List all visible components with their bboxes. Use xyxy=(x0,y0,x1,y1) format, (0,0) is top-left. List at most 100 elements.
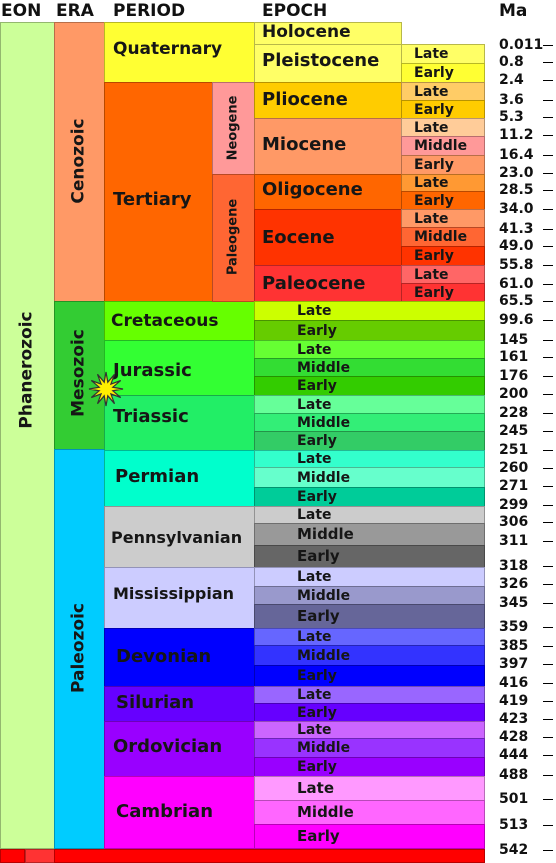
ma-tick-mark xyxy=(543,357,553,358)
ma-tick-mark xyxy=(543,246,553,247)
epoch-label-pliocene: Pliocene xyxy=(262,89,348,110)
subepoch-label: Middle xyxy=(297,740,351,756)
subepoch-label: Early xyxy=(297,827,340,845)
epoch-label-paleocene: Paleocene xyxy=(262,273,366,294)
subepoch-label: Early xyxy=(297,547,340,565)
period-cretaceous xyxy=(104,301,255,341)
ma-tick-mark xyxy=(543,190,553,191)
ma-tick-mark xyxy=(543,646,553,647)
ma-tick-mark xyxy=(543,320,553,321)
ma-tick-label: 501 xyxy=(499,791,529,807)
ma-tick-label: 65.5 xyxy=(499,293,534,309)
subepoch-label: Middle xyxy=(297,359,351,376)
era-label-paleozoic: Paleozoic xyxy=(68,603,89,693)
period-label-triassic: Triassic xyxy=(113,406,189,427)
subepoch-middle xyxy=(254,586,485,605)
ma-tick-label: 99.6 xyxy=(499,312,534,328)
ma-tick-label: 542 xyxy=(499,842,529,858)
subepoch-label: Middle xyxy=(414,229,468,245)
subepoch-late xyxy=(254,450,485,468)
ma-tick-mark xyxy=(543,737,553,738)
bottom-band-mid xyxy=(25,849,55,863)
subepoch-early xyxy=(254,757,485,777)
subepoch-early xyxy=(254,487,485,507)
era-cenozoic xyxy=(54,22,105,302)
impact-star-shape xyxy=(88,371,124,407)
subepoch-label: Middle xyxy=(414,138,468,154)
ma-tick-label: 23.0 xyxy=(499,165,534,181)
ma-tick-label: 41.3 xyxy=(499,221,534,237)
subepoch-label: Late xyxy=(297,629,332,645)
subepoch-early xyxy=(254,376,485,396)
ma-tick-label: 385 xyxy=(499,638,529,654)
subepoch-middle xyxy=(254,645,485,666)
subepoch-label: Late xyxy=(414,119,449,136)
ma-tick-label: 318 xyxy=(499,558,529,574)
ma-tick-label: 260 xyxy=(499,460,529,476)
period-ordovician xyxy=(104,721,255,777)
subepoch-label: Late xyxy=(297,569,332,585)
ma-tick-mark xyxy=(543,541,553,542)
subepoch-label: Late xyxy=(297,687,332,703)
period-cambrian xyxy=(104,776,255,849)
eon-label-phanerozoic: Phanerozoic xyxy=(16,311,37,429)
subepoch-label: Late xyxy=(414,46,449,62)
subepoch-late xyxy=(254,301,485,321)
subepoch-late xyxy=(254,776,485,801)
epoch-eocene xyxy=(254,209,402,266)
ma-tick-mark xyxy=(543,486,553,487)
subepoch-late xyxy=(254,721,485,739)
subepoch-early xyxy=(254,604,485,629)
subepoch-early xyxy=(254,320,485,341)
ma-tick-mark xyxy=(543,62,553,63)
ma-tick-mark xyxy=(543,155,553,156)
ma-tick-label: 423 xyxy=(499,711,529,727)
ma-tick-mark xyxy=(543,450,553,451)
ma-tick-label: 161 xyxy=(499,349,529,365)
subepoch-label: Early xyxy=(414,192,454,209)
subepoch-late xyxy=(254,628,485,646)
subepoch-label: Early xyxy=(297,378,337,394)
ma-tick-label: 34.0 xyxy=(499,201,534,217)
ma-tick-mark xyxy=(543,209,553,210)
ma-tick-label: 306 xyxy=(499,514,529,530)
ma-tick-label: 200 xyxy=(499,386,529,402)
subepoch-label: Late xyxy=(414,210,449,227)
ma-tick-label: 145 xyxy=(499,332,529,348)
period-label-pennsylvanian: Pennsylvanian xyxy=(111,528,243,547)
ma-tick-mark xyxy=(543,799,553,800)
era-label-mesozoic: Mesozoic xyxy=(68,329,89,417)
period-label-permian: Permian xyxy=(115,466,200,487)
ma-tick-label: 245 xyxy=(499,423,529,439)
epoch-label-eocene: Eocene xyxy=(262,227,335,248)
subepoch-label: Early xyxy=(414,65,454,81)
period-label-tertiary: Tertiary xyxy=(113,189,192,210)
subepoch-late xyxy=(254,395,485,414)
ma-tick-mark xyxy=(543,825,553,826)
ma-tick-label: 419 xyxy=(499,693,529,709)
period-permian xyxy=(104,450,255,507)
subepoch-early xyxy=(254,703,485,722)
ma-tick-label: 326 xyxy=(499,576,529,592)
ma-tick-label: 345 xyxy=(499,595,529,611)
epoch-oligocene xyxy=(254,174,402,210)
ma-tick-mark xyxy=(543,80,553,81)
ma-tick-mark xyxy=(543,719,553,720)
ma-tick-mark xyxy=(543,775,553,776)
ma-tick-mark xyxy=(543,135,553,136)
ma-tick-mark xyxy=(543,173,553,174)
period-label-mississippian: Mississippian xyxy=(113,584,235,603)
ma-tick-mark xyxy=(543,522,553,523)
era-label-cenozoic: Cenozoic xyxy=(68,118,89,204)
subepoch-late xyxy=(254,686,485,704)
subepoch-label: Middle xyxy=(297,414,351,431)
subepoch-label: Middle xyxy=(297,647,351,664)
ma-tick-mark xyxy=(543,284,553,285)
subepoch-label: Late xyxy=(414,175,449,191)
period-label-quaternary: Quaternary xyxy=(113,39,223,59)
subepoch-label: Middle xyxy=(297,525,354,543)
ma-tick-label: 428 xyxy=(499,729,529,745)
ma-tick-label: 11.2 xyxy=(499,127,534,143)
subepoch-middle xyxy=(254,467,485,488)
ma-tick-mark xyxy=(543,45,553,46)
